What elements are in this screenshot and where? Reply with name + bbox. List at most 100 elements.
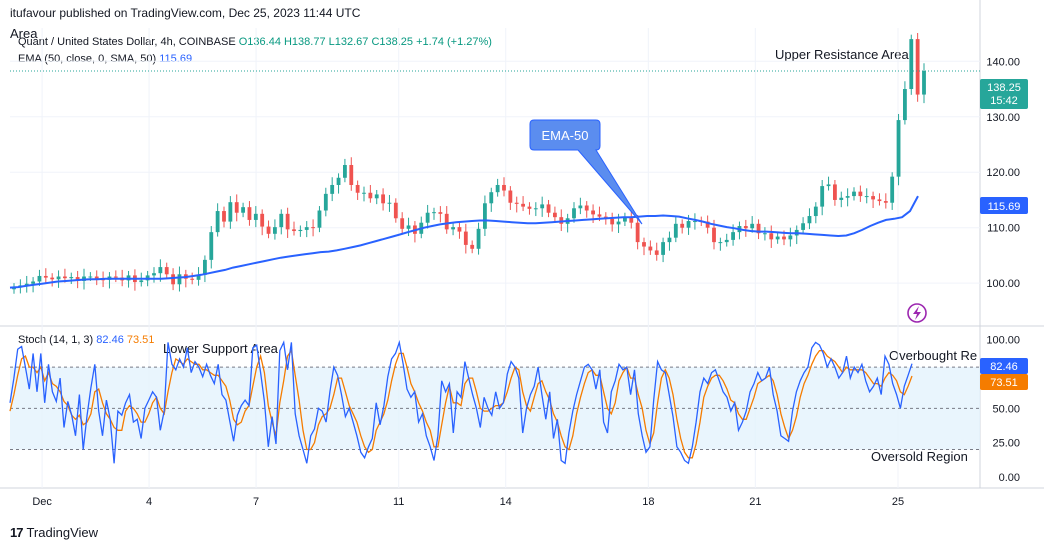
candle-body	[234, 202, 239, 213]
candle-body	[323, 193, 328, 211]
x-tick-label: 14	[500, 496, 512, 508]
candle-body	[922, 70, 926, 95]
candle-body	[693, 221, 697, 223]
candle-body	[158, 267, 163, 274]
candle-body	[94, 276, 99, 280]
candle-body	[209, 232, 214, 260]
candle-body	[807, 216, 812, 224]
candle-body	[292, 229, 296, 232]
candle-body	[177, 274, 182, 285]
candle-body	[374, 194, 379, 199]
candle-body	[712, 227, 716, 243]
candle-body	[724, 239, 729, 243]
stoch-band	[10, 367, 980, 450]
candle-body	[782, 236, 786, 240]
candle-body	[833, 184, 837, 200]
candle-body	[432, 212, 436, 214]
candle-body	[381, 194, 385, 204]
candle-body	[540, 204, 545, 209]
stoch-y-tick-label: 25.00	[992, 438, 1020, 450]
candle-body	[438, 212, 443, 214]
candle-body	[915, 39, 920, 95]
stoch-legend[interactable]: Stoch (14, 1, 3) 82.46 73.51	[18, 334, 154, 346]
candle-body	[368, 192, 373, 199]
candle-body	[489, 192, 494, 204]
candle-body	[553, 212, 557, 218]
candle-body	[769, 233, 774, 240]
ema-callout: EMA-50	[529, 119, 643, 225]
symbol-legend[interactable]: Quant / United States Dollar, 4h, COINBA…	[18, 36, 492, 48]
flash-icon[interactable]	[907, 303, 927, 323]
candle-body	[743, 226, 748, 229]
x-tick-label: Dec	[32, 496, 52, 508]
candle-body	[877, 199, 882, 202]
candle-body	[336, 177, 341, 185]
candle-body	[457, 227, 462, 232]
stoch-y-tick-label: 100.00	[986, 335, 1020, 347]
candle-body	[750, 223, 755, 229]
candle-body	[152, 273, 156, 276]
area-label: Area	[10, 26, 38, 41]
candle-body	[451, 227, 455, 230]
candle-body	[502, 184, 506, 191]
upper-resistance-label: Upper Resistance Area	[775, 47, 909, 62]
y-tick-label: 130.00	[986, 112, 1020, 124]
candle-body	[495, 184, 500, 193]
candle-body	[222, 211, 226, 222]
candle-body	[476, 228, 481, 249]
last-price-badge: 138.25 15:42	[980, 79, 1028, 109]
candle-body	[858, 191, 863, 197]
stoch-d-value: 73.51	[126, 334, 155, 346]
symbol-name: Quant / United States Dollar, 4h, COINBA…	[18, 36, 236, 48]
candle-body	[756, 223, 761, 234]
candle-body	[393, 202, 398, 219]
candle-body	[896, 120, 901, 177]
ema-label: EMA (50, close, 0, SMA, 50)	[18, 53, 157, 65]
candle-body	[629, 217, 634, 223]
candle-body	[591, 210, 595, 215]
candle-body	[705, 221, 710, 228]
candle-body	[56, 276, 61, 280]
candle-body	[228, 202, 233, 222]
candle-body	[597, 214, 602, 217]
candle-body	[241, 207, 245, 213]
candle-body	[31, 281, 35, 284]
candle-body	[164, 267, 169, 275]
candle-body	[718, 242, 723, 244]
ema-legend[interactable]: EMA (50, close, 0, SMA, 50) 115.69	[18, 53, 192, 65]
x-tick-label: 21	[749, 496, 761, 508]
tradingview-brand: TradingView	[26, 525, 99, 540]
candle-body	[203, 259, 207, 275]
candle-body	[260, 213, 265, 227]
candle-body	[139, 280, 144, 283]
candle-body	[890, 176, 895, 203]
candle-body	[24, 283, 29, 286]
countdown-text: 15:42	[990, 95, 1018, 107]
chart-canvas[interactable]: Dec 4 7 11 14 18 21 25 140.00 130.00 120.00 110.00 1…	[0, 0, 1044, 520]
candle-body	[311, 227, 315, 229]
candle-body	[330, 184, 335, 194]
candle-body	[387, 202, 392, 204]
candle-body	[623, 217, 627, 222]
candle-body	[349, 165, 354, 185]
publisher-line: itufavour published on TradingView.com, …	[10, 6, 361, 20]
candle-body	[463, 231, 468, 245]
candle-body	[533, 208, 538, 210]
tradingview-logo[interactable]: 17 TradingView	[10, 525, 98, 540]
x-tick-label: 7	[253, 496, 259, 508]
candle-body	[75, 277, 80, 281]
candle-body	[775, 236, 780, 240]
candle-body	[521, 203, 525, 207]
stoch-k-badge: 82.46	[980, 358, 1028, 374]
candle-body	[343, 165, 347, 178]
stoch-d-badge: 73.51	[980, 374, 1028, 390]
candle-body	[50, 277, 55, 280]
stoch-k-line	[9, 339, 913, 465]
candle-body	[514, 202, 519, 204]
candle-body	[247, 207, 252, 220]
stoch-d-badge-text: 73.51	[990, 377, 1018, 389]
ema-line	[9, 195, 919, 289]
candle-body	[648, 246, 653, 251]
ema-price-badge: 115.69	[980, 197, 1028, 214]
ema-price-text: 115.69	[988, 201, 1021, 213]
